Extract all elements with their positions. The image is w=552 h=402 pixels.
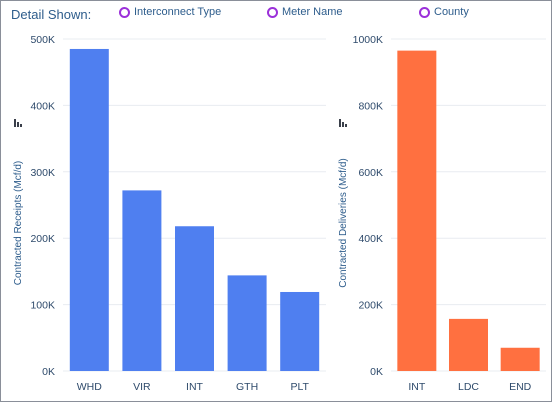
deliveries-y-tick-label: 200K (358, 300, 383, 312)
receipts-bar-int[interactable] (175, 226, 214, 371)
deliveries-y-tick-label: 400K (358, 233, 383, 245)
receipts-y-tick-label: 500K (30, 34, 55, 46)
deliveries-y-tick-label: 0K (370, 366, 383, 378)
deliveries-y-axis-title: Contracted Deliveries (Mcf/d) (338, 158, 349, 287)
receipts-y-tick-label: 100K (30, 300, 55, 312)
radio-circle-icon (419, 6, 430, 18)
deliveries-bar-end[interactable] (500, 347, 540, 371)
radio-circle-icon (267, 6, 278, 18)
receipts-y-tick-label: 0K (42, 366, 55, 378)
radio-county[interactable]: County (419, 6, 469, 18)
receipts-x-tick-label: PLT (290, 381, 309, 393)
deliveries-bar-int[interactable] (397, 50, 437, 372)
deliveries-y-tick-label: 600K (358, 167, 383, 179)
receipts-bar-vir[interactable] (122, 190, 162, 371)
receipts-x-tick-label: INT (186, 381, 204, 393)
radio-meter-name[interactable]: Meter Name (267, 6, 343, 18)
receipts-bar-gth[interactable] (227, 275, 267, 371)
receipts-bar-plt[interactable] (280, 291, 320, 371)
bar-chart-icon[interactable] (14, 119, 22, 127)
receipts-y-tick-label: 300K (30, 167, 55, 179)
receipts-y-axis-title: Contracted Receipts (Mcf/d) (13, 161, 24, 286)
receipts-x-tick-label: WHD (77, 381, 102, 393)
radio-circle-icon (119, 6, 130, 18)
deliveries-x-tick-label: INT (408, 381, 426, 393)
deliveries-x-tick-label: LDC (458, 381, 479, 393)
radio-label: County (434, 6, 469, 18)
radio-label: Interconnect Type (134, 6, 222, 18)
radio-interconnect-type[interactable]: Interconnect Type (119, 6, 221, 18)
deliveries-y-tick-label: 800K (358, 100, 383, 112)
receipts-x-tick-label: VIR (133, 381, 151, 393)
deliveries-y-tick-label: 1000K (353, 34, 383, 46)
receipts-bar-whd[interactable] (69, 48, 109, 372)
receipts-y-tick-label: 200K (30, 233, 55, 245)
detail-shown-label: Detail Shown: (11, 7, 92, 22)
deliveries-bar-ldc[interactable] (449, 318, 488, 371)
receipts-x-tick-label: GTH (236, 381, 258, 393)
deliveries-x-tick-label: END (509, 381, 532, 393)
radio-label: Meter Name (282, 6, 343, 18)
receipts-y-tick-label: 400K (30, 100, 55, 112)
bar-chart-icon[interactable] (339, 119, 347, 127)
detail-selector: Detail Shown: Interconnect Type Meter Na… (9, 6, 545, 24)
